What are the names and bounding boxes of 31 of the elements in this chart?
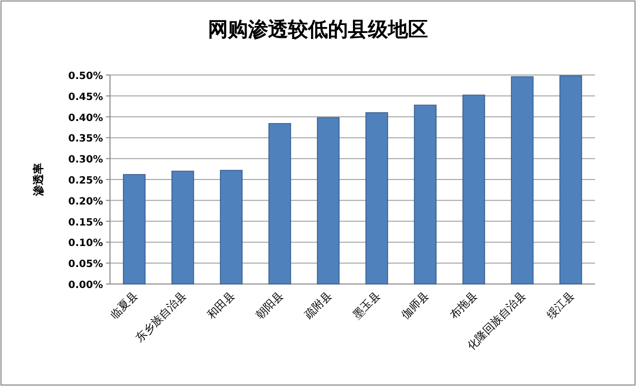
y-tick-label: 0.30% (68, 154, 103, 166)
x-tick-label: 朝阳县 (253, 288, 286, 322)
bar (171, 170, 194, 284)
bar (316, 117, 340, 284)
x-tick-label: 疏附县 (302, 288, 334, 322)
bar (122, 174, 146, 284)
y-tick-label: 0.00% (68, 280, 103, 291)
y-tick-label: 0.10% (68, 238, 103, 250)
x-tick-label: 墨玉县 (350, 288, 383, 322)
x-tick-label: 临夏县 (108, 288, 140, 322)
x-tick-label: 绥江县 (544, 288, 577, 322)
bar (365, 112, 388, 284)
y-tick-label: 0.15% (68, 217, 103, 228)
y-axis-title: 渗透率 (32, 163, 45, 197)
y-tick-label: 0.20% (68, 196, 103, 208)
bar (510, 76, 534, 284)
y-tick-label: 0.50% (68, 71, 103, 82)
y-tick-label: 0.45% (68, 92, 103, 103)
y-tick-label: 0.35% (68, 134, 103, 145)
bar (414, 104, 437, 284)
y-tick-label: 0.05% (68, 259, 103, 270)
x-tick-label: 和田县 (204, 288, 238, 322)
chart-title: 网购渗透较低的县级地区 (208, 17, 428, 41)
bar (559, 75, 582, 284)
x-tick-label: 布拖县 (447, 288, 480, 322)
y-tick-label: 0.40% (68, 112, 103, 124)
y-tick-label: 0.25% (68, 176, 103, 186)
bar (268, 123, 292, 284)
bar (462, 94, 486, 284)
bar (220, 170, 243, 284)
x-tick-label: 伽师县 (398, 288, 432, 322)
